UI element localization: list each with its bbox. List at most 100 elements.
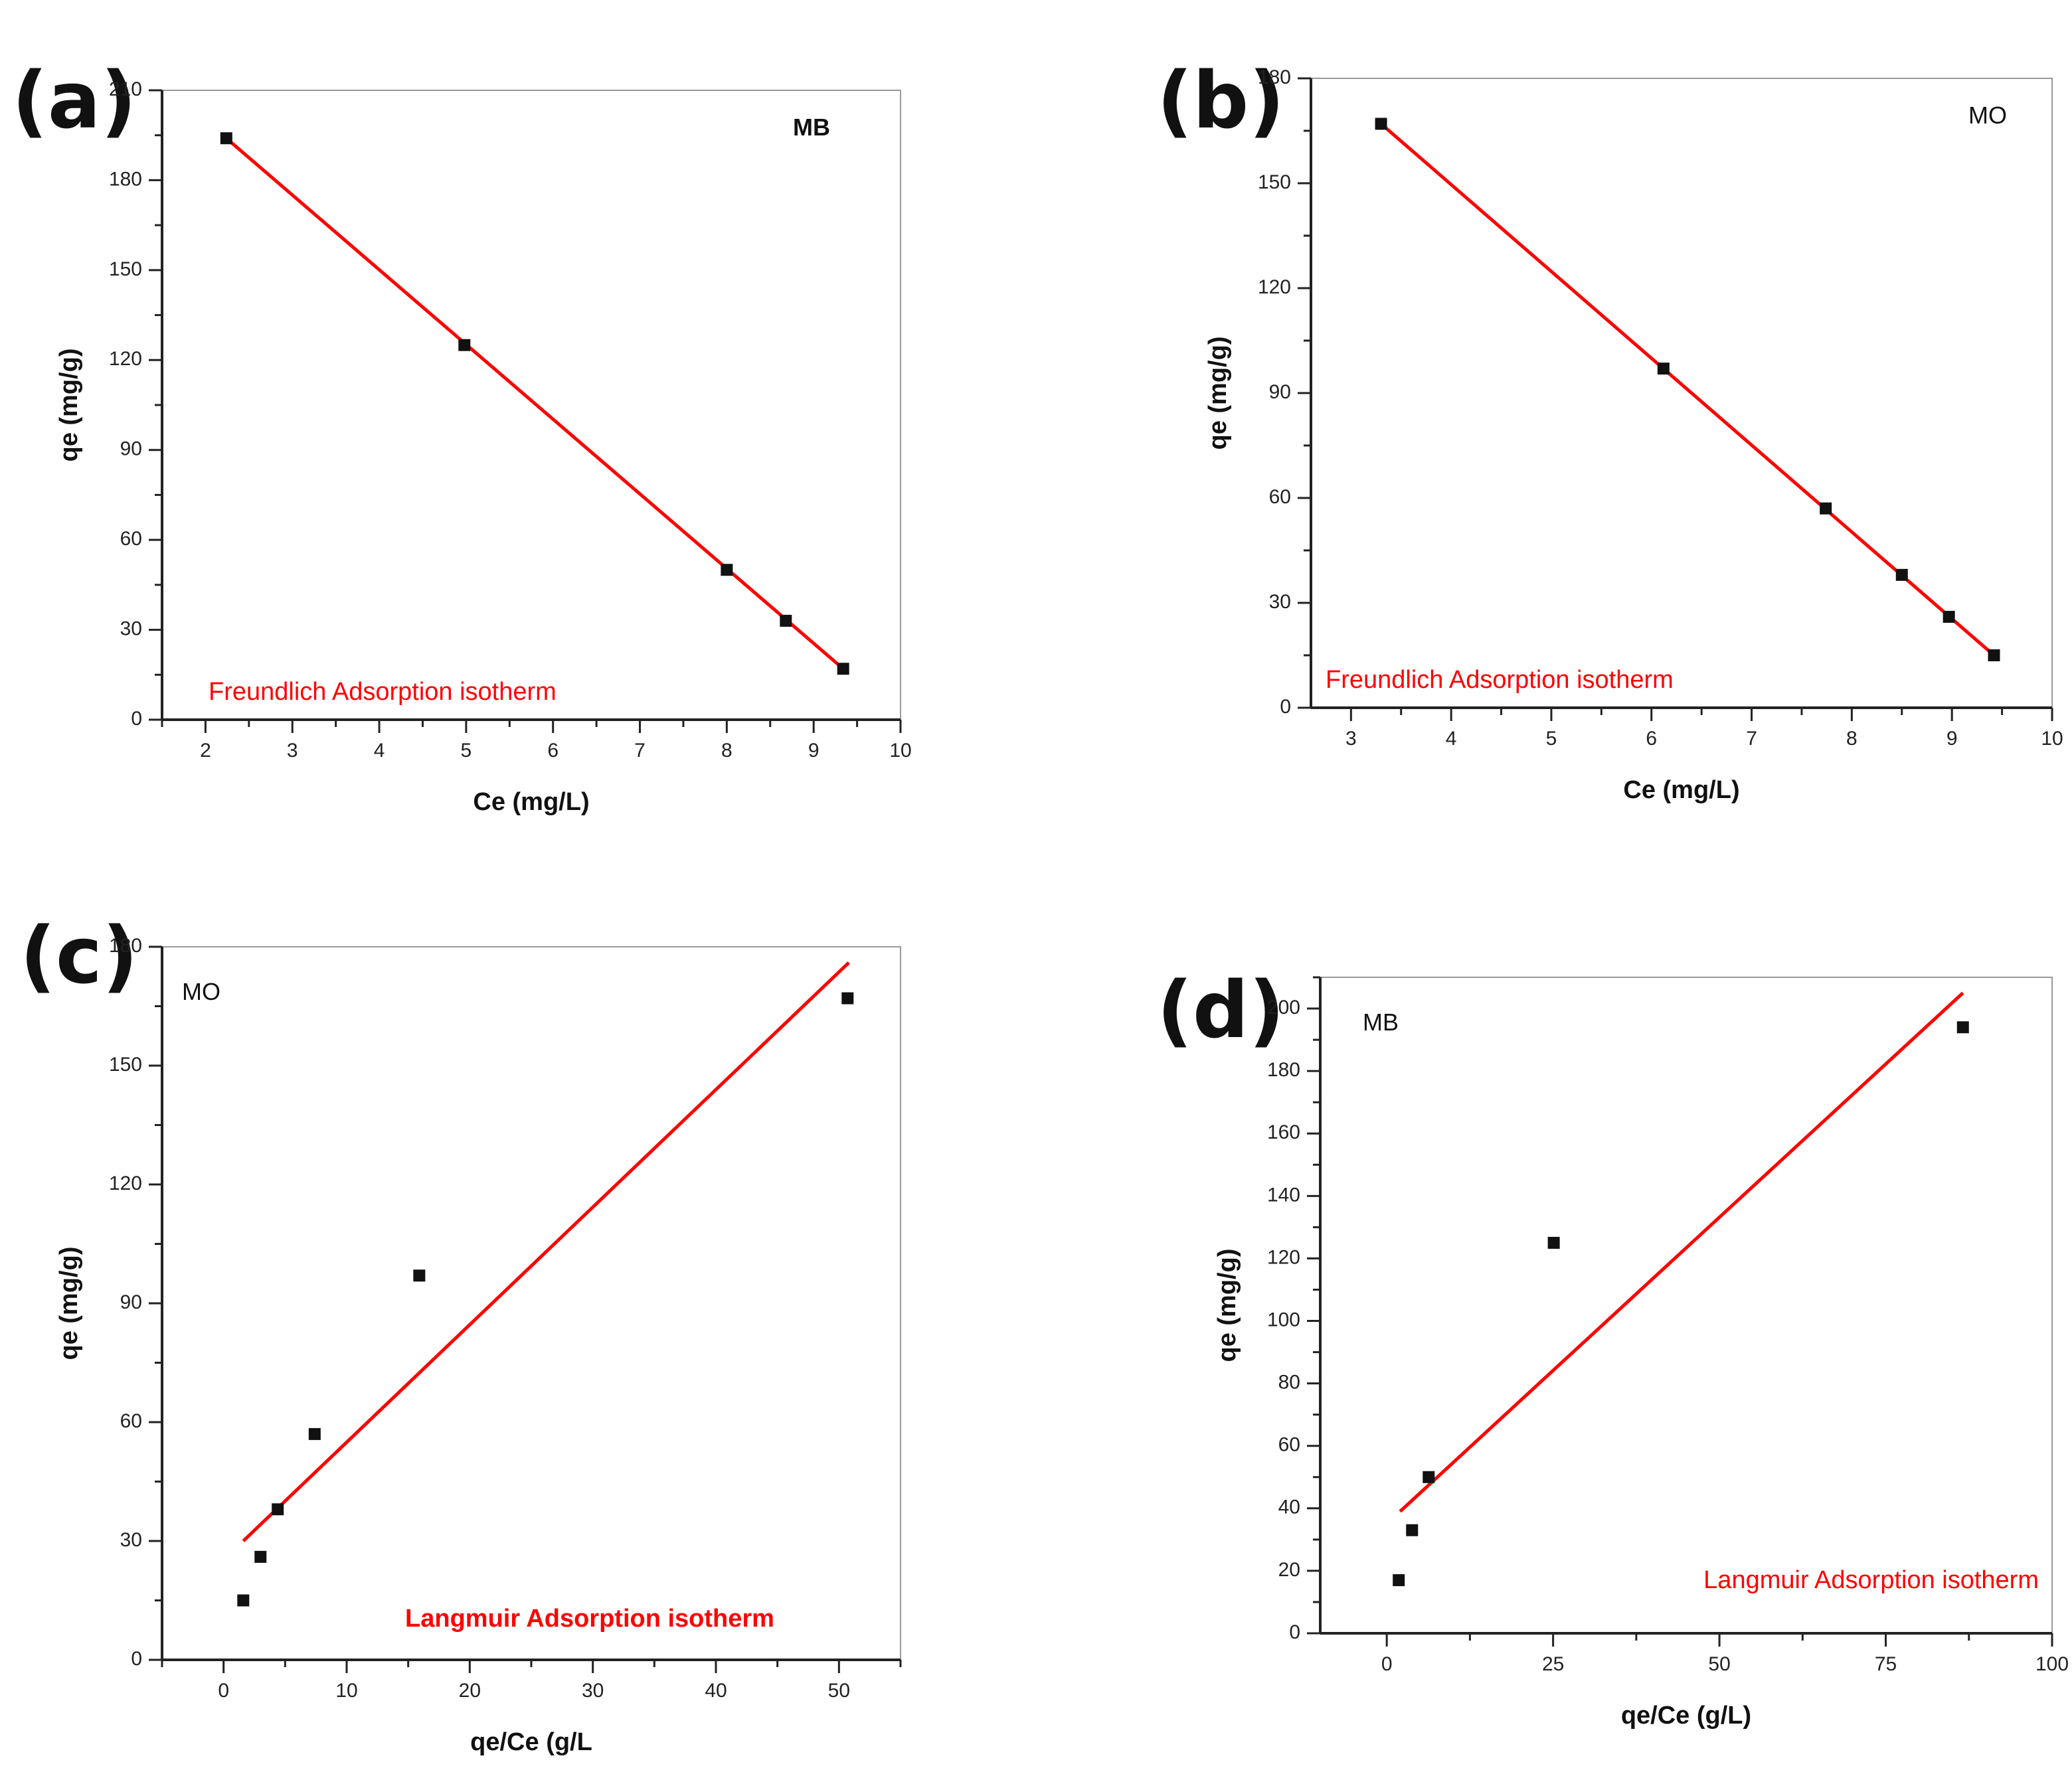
panel-b: (b) 3 4 5 6 7 8 9 10 0 30 60 90 120 150 180 Ce (mg/L) qe … <box>1157 54 2063 804</box>
panel-d: (d) 0 25 50 75 100 0 20 40 60 80 100 120 140 160 180 200… <box>1157 964 2069 1730</box>
data-point <box>837 663 849 675</box>
fit-label: Langmuir Adsorption isotherm <box>405 1605 774 1633</box>
panel-a: (a) 2 3 4 5 6 7 8 9 10 0 30 60 90 120 150 180 210 Ce (mg/L… <box>12 54 912 816</box>
x-axis-title: Ce (mg/L) <box>1623 776 1739 804</box>
plot-frame <box>161 946 901 1660</box>
x-tick-label: 7 <box>1746 728 1757 750</box>
fit-line <box>225 137 845 671</box>
x-tick-label: 10 <box>335 1680 357 1702</box>
x-tick-label: 0 <box>1381 1653 1393 1675</box>
y-axis-title: qe (mg/g) <box>55 1247 83 1360</box>
y-tick-label: 120 <box>109 1173 142 1194</box>
data-point <box>1657 363 1670 375</box>
x-tick-label: 4 <box>374 740 385 762</box>
x-tick-label: 75 <box>1875 1653 1897 1675</box>
fit-line <box>1399 991 1964 1513</box>
x-tick-label: 25 <box>1542 1653 1564 1675</box>
y-axis-title: qe (mg/g) <box>1213 1249 1241 1362</box>
data-point <box>254 1550 267 1563</box>
y-tick-label: 200 <box>1267 997 1300 1018</box>
series-tag: MB <box>793 114 830 141</box>
y-tick-label: 90 <box>120 438 142 460</box>
y-tick-label: 20 <box>1278 1559 1300 1581</box>
data-point <box>413 1269 426 1282</box>
x-axis-title: qe/Ce (g/L <box>470 1728 592 1756</box>
x-tick-label: 10 <box>2041 728 2063 750</box>
x-tick-label: 20 <box>459 1680 481 1702</box>
y-tick-label: 150 <box>109 258 142 280</box>
plot-frame <box>1310 78 2053 708</box>
y-tick-label: 60 <box>1278 1434 1300 1456</box>
y-tick-label: 120 <box>1267 1246 1300 1268</box>
data-point <box>1895 568 1908 581</box>
x-tick-label: 5 <box>461 740 472 762</box>
y-tick-label: 100 <box>1267 1309 1300 1331</box>
x-tick-label: 8 <box>721 740 733 762</box>
panel-label: (a) <box>12 54 137 146</box>
y-tick-label: 40 <box>1278 1497 1300 1518</box>
y-tick-label: 210 <box>109 78 142 100</box>
y-tick-label: 180 <box>109 168 142 190</box>
y-axis-title: qe (mg/g) <box>55 349 83 462</box>
data-point <box>1423 1471 1435 1483</box>
fit-line <box>242 961 850 1542</box>
y-tick-label: 80 <box>1278 1372 1300 1394</box>
data-point <box>1942 611 1955 623</box>
x-tick-label: 3 <box>287 740 298 762</box>
x-tick-label: 100 <box>2035 1653 2069 1675</box>
data-point <box>237 1594 250 1607</box>
y-tick-label: 90 <box>120 1291 142 1313</box>
data-point <box>780 615 792 627</box>
x-tick-label: 9 <box>1946 728 1958 750</box>
data-point <box>841 992 854 1005</box>
fit-label: Freundlich Adsorption isotherm <box>1326 666 1674 694</box>
plot-frame <box>1320 977 2053 1634</box>
y-tick-label: 180 <box>109 935 142 957</box>
y-tick-label: 180 <box>1258 66 1291 88</box>
x-tick-label: 0 <box>218 1680 229 1702</box>
y-tick-label: 150 <box>109 1054 142 1076</box>
y-tick-label: 150 <box>1258 171 1291 193</box>
panel-label: (d) <box>1157 964 1284 1056</box>
x-tick-label: 5 <box>1546 728 1557 750</box>
data-point <box>308 1427 321 1440</box>
y-tick-label: 140 <box>1267 1184 1300 1206</box>
y-tick-label: 120 <box>109 348 142 370</box>
data-point <box>1406 1524 1419 1536</box>
x-tick-label: 40 <box>705 1680 727 1702</box>
y-tick-label: 30 <box>120 617 142 639</box>
data-point <box>1547 1236 1560 1249</box>
y-tick-label: 60 <box>120 528 142 550</box>
x-tick-label: 30 <box>582 1680 604 1702</box>
x-tick-label: 3 <box>1345 728 1357 750</box>
x-axis-title: qe/Ce (g/L) <box>1621 1702 1751 1730</box>
data-point <box>220 132 232 145</box>
data-point <box>1956 1021 1969 1034</box>
y-tick-label: 0 <box>1289 1621 1300 1643</box>
x-tick-label: 2 <box>200 740 211 762</box>
x-tick-label: 6 <box>547 740 559 762</box>
y-tick-label: 0 <box>131 708 142 730</box>
series-tag: MB <box>1363 1009 1399 1036</box>
data-point <box>1393 1574 1405 1587</box>
data-point <box>1820 502 1832 515</box>
y-axis-title: qe (mg/g) <box>1204 337 1232 450</box>
x-tick-label: 6 <box>1646 728 1657 750</box>
y-tick-label: 90 <box>1269 381 1291 403</box>
y-tick-label: 60 <box>1269 486 1291 508</box>
y-tick-label: 0 <box>131 1648 142 1670</box>
y-tick-label: 30 <box>120 1529 142 1551</box>
data-point <box>458 339 471 351</box>
x-tick-label: 9 <box>808 740 820 762</box>
panel-label: (b) <box>1157 54 1284 146</box>
x-tick-label: 50 <box>1708 1653 1730 1675</box>
data-point <box>1988 649 2000 661</box>
x-tick-label: 10 <box>889 740 911 762</box>
fit-label: Langmuir Adsorption isotherm <box>1703 1566 2039 1594</box>
fit-line <box>1379 122 1996 657</box>
y-tick-label: 120 <box>1258 276 1291 298</box>
y-tick-label: 160 <box>1267 1121 1300 1143</box>
panel-c: (c) 0 10 20 30 40 50 0 30 60 90 120 150 180 qe/Ce (g/L… <box>20 910 902 1756</box>
y-tick-label: 180 <box>1267 1059 1300 1081</box>
